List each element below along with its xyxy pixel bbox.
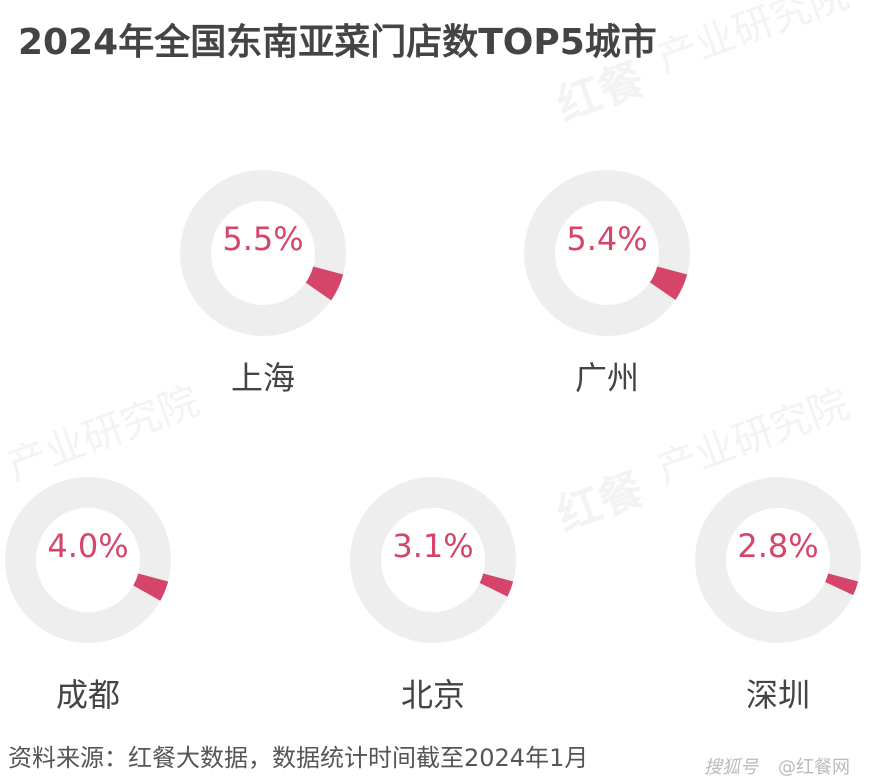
- source-note: 资料来源：红餐大数据，数据统计时间截至2024年1月: [8, 744, 588, 772]
- donut-track: [524, 170, 690, 336]
- donut-track: [695, 477, 861, 643]
- value-label: 5.5%: [222, 220, 303, 258]
- watermark: 红餐: [550, 464, 650, 542]
- donut-segment: [479, 573, 514, 597]
- value-label: 4.0%: [47, 527, 128, 565]
- credit: 搜狐号: [704, 757, 759, 778]
- donut-segment: [305, 266, 344, 301]
- value-label: 5.4%: [566, 220, 647, 258]
- donut-track: [5, 477, 171, 643]
- category-label: 深圳: [746, 676, 810, 714]
- category-label: 北京: [401, 676, 465, 714]
- donut-segment: [649, 266, 688, 300]
- value-label: 2.8%: [737, 527, 818, 565]
- category-label: 上海: [231, 359, 295, 397]
- watermark: 产业研究院: [651, 0, 855, 83]
- watermark: 产业研究院: [651, 381, 855, 493]
- donut-track: [350, 477, 516, 643]
- donut-segment: [825, 573, 859, 596]
- credit: @红餐网: [778, 757, 850, 778]
- category-label: 成都: [56, 676, 120, 714]
- category-label: 广州: [575, 359, 639, 397]
- value-label: 3.1%: [392, 527, 473, 565]
- donut-segment: [133, 573, 169, 601]
- chart-title: 2024年全国东南亚菜门店数TOP5城市: [18, 21, 657, 63]
- donut-track: [180, 170, 346, 336]
- watermark: 红餐: [550, 54, 650, 132]
- watermark: 产业研究院: [1, 378, 205, 490]
